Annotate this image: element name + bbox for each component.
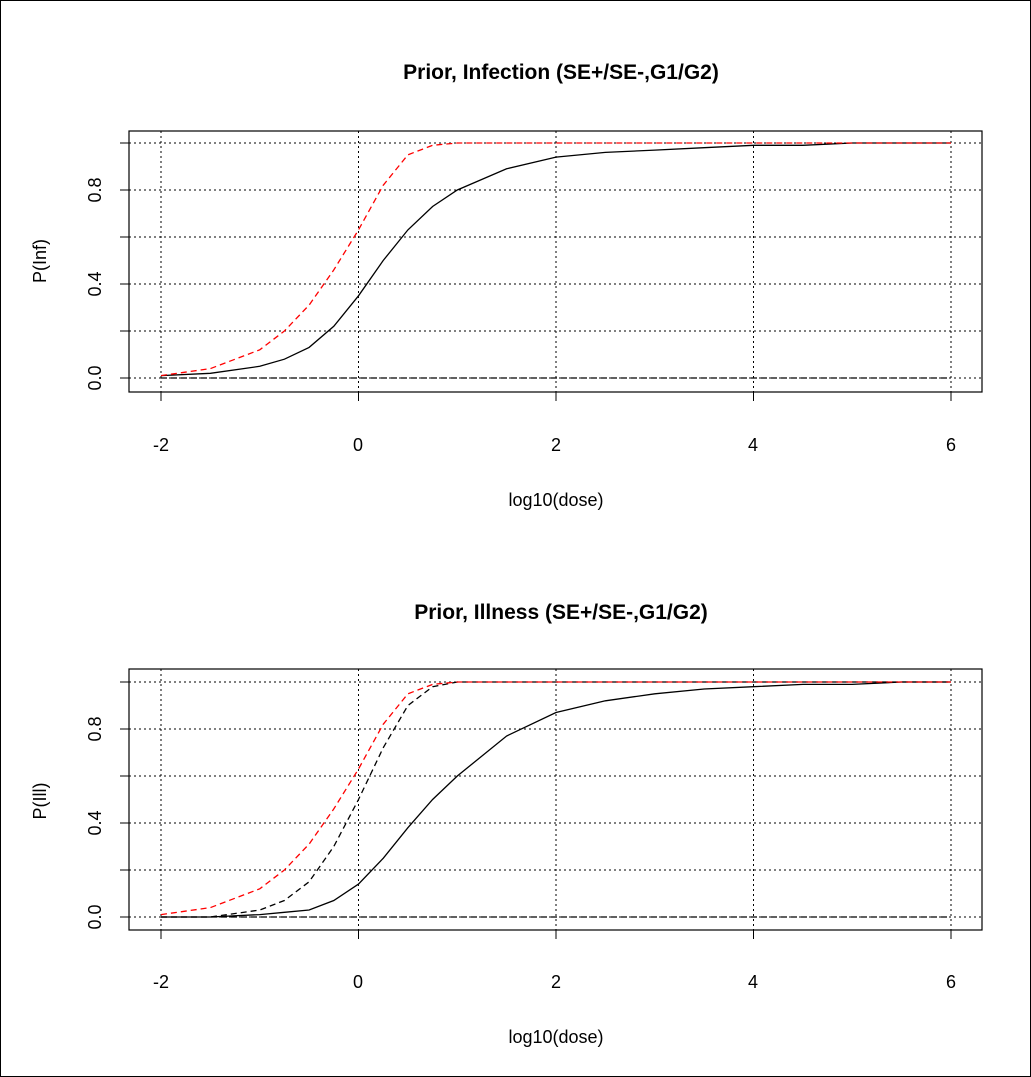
x-tick-label: 0 <box>353 972 363 992</box>
axes <box>120 668 983 939</box>
y-tick-label: 0.0 <box>85 365 105 390</box>
y-tick-labels: 0.0 0.4 0.8 <box>85 177 105 390</box>
y-tick-label: 0.4 <box>85 810 105 835</box>
series-lines <box>160 681 951 918</box>
grid-lines <box>129 131 982 392</box>
axes <box>120 130 983 401</box>
series-lines <box>160 142 951 379</box>
x-axis-label: log10(dose) <box>508 490 603 510</box>
chart-title: Prior, Infection (SE+/SE-,G1/G2) <box>403 61 719 84</box>
grid-lines <box>129 669 982 930</box>
chart-panel-infection: Prior, Infection (SE+/SE-,G1/G2) log10(d… <box>30 61 983 510</box>
x-tick-label: 4 <box>748 972 758 992</box>
y-axis-label: P(Ill) <box>30 783 50 820</box>
x-axis-label: log10(dose) <box>508 1027 603 1047</box>
y-tick-label: 0.0 <box>85 904 105 929</box>
x-tick-label: 4 <box>748 435 758 455</box>
x-tick-labels: -2 0 2 4 6 <box>153 972 956 992</box>
x-tick-label: -2 <box>153 972 169 992</box>
series-line-3 <box>160 142 951 377</box>
x-tick-label: 0 <box>353 435 363 455</box>
series-line-1 <box>160 142 951 377</box>
chart-panel-illness: Prior, Illness (SE+/SE-,G1/G2) log10(dos… <box>30 601 983 1047</box>
y-tick-label: 0.8 <box>85 177 105 202</box>
x-tick-label: 6 <box>946 435 956 455</box>
x-tick-label: -2 <box>153 435 169 455</box>
y-tick-labels: 0.0 0.4 0.8 <box>85 716 105 929</box>
x-tick-labels: -2 0 2 4 6 <box>153 435 956 455</box>
x-tick-label: 6 <box>946 972 956 992</box>
series-line-4 <box>160 681 951 916</box>
y-tick-label: 0.4 <box>85 271 105 296</box>
y-axis-label: P(Inf) <box>30 239 50 283</box>
x-tick-label: 2 <box>551 972 561 992</box>
series-line-1 <box>161 681 951 918</box>
y-tick-label: 0.8 <box>85 716 105 741</box>
chart-title: Prior, Illness (SE+/SE-,G1/G2) <box>414 601 708 624</box>
x-tick-label: 2 <box>551 435 561 455</box>
